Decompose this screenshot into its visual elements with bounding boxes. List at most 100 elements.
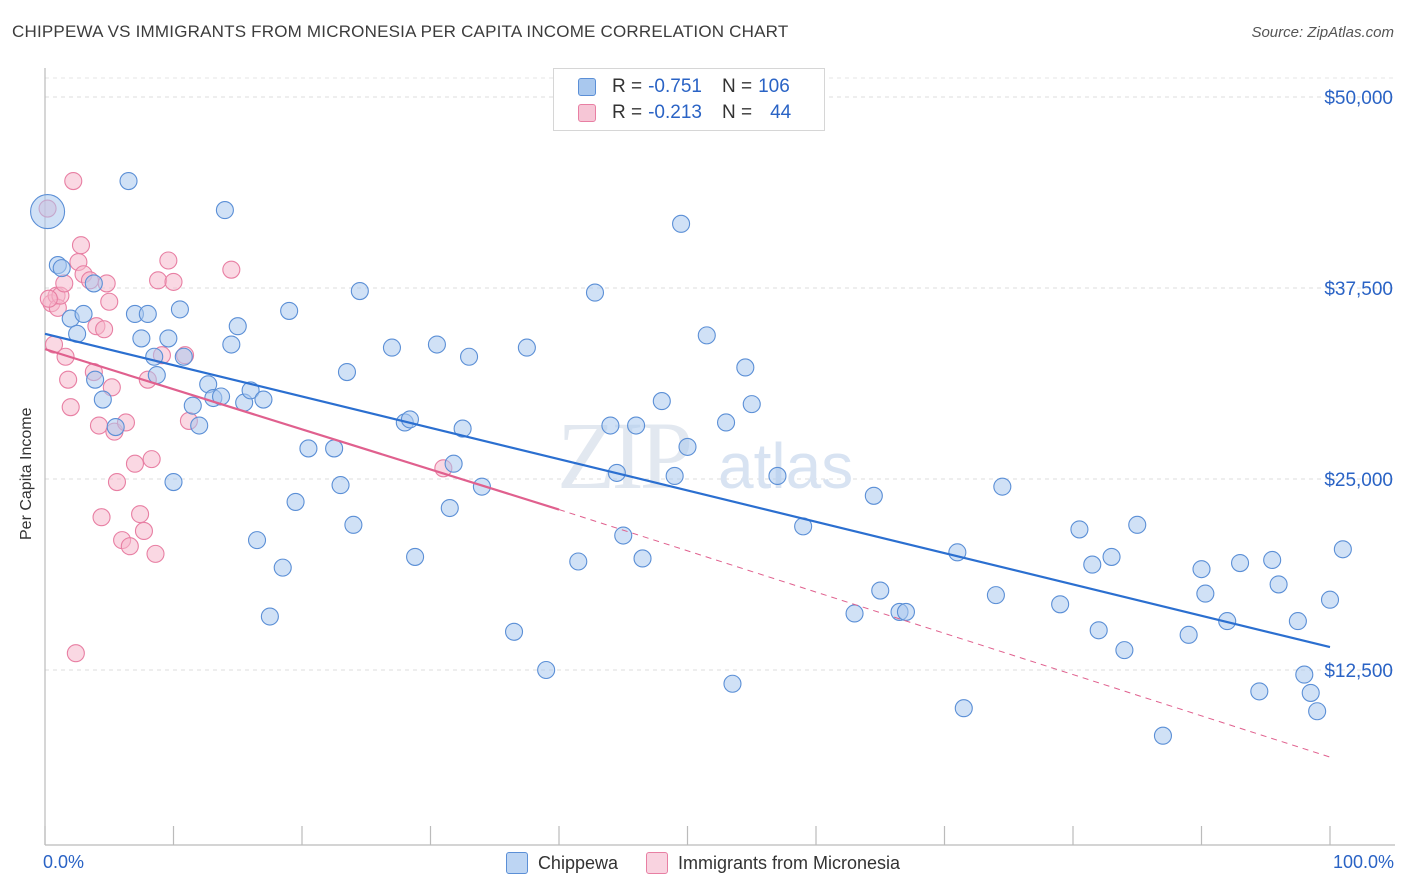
micronesia-point-41 [222, 260, 241, 279]
chippewa-point-50 [459, 347, 479, 366]
chippewa-point-70 [742, 395, 761, 414]
micronesia-point-31 [134, 521, 153, 541]
watermark-atlas: atlas [718, 430, 853, 502]
chippewa-point-88 [1128, 515, 1147, 534]
chippewa-point-92 [1196, 584, 1215, 603]
y-tick-labels: $50,000 $37,500 $25,000 $12,500 [1324, 88, 1393, 682]
chippewa-point-41 [350, 282, 369, 301]
series-chippewa-points [30, 171, 1352, 745]
chippewa-point-45 [406, 547, 425, 566]
chippewa-point-27 [228, 317, 247, 336]
chippewa-point-54 [537, 660, 556, 680]
legend-item-chippewa: Chippewa [505, 852, 618, 874]
chippewa-point-21 [190, 416, 209, 435]
chippewa-point-48 [444, 454, 463, 473]
micronesia-point-22 [100, 292, 119, 311]
legend-swatch-blue [578, 78, 596, 96]
chippewa-point-20 [183, 396, 202, 415]
chippewa-point-30 [247, 531, 267, 550]
chippewa-point-71 [768, 466, 787, 485]
y-tick-label-2: $25,000 [1324, 470, 1393, 491]
micronesia-point-30 [131, 505, 150, 524]
legend-r-value: -0.213 [648, 102, 702, 123]
micronesia-point-25 [107, 473, 127, 492]
chippewa-point-55 [569, 552, 588, 571]
legend-swatch-pink [646, 852, 668, 874]
chippewa-point-38 [331, 476, 350, 495]
chippewa-point-53 [517, 338, 536, 357]
chippewa-point-81 [993, 477, 1012, 496]
chippewa-point-18 [170, 300, 189, 319]
chippewa-point-40 [344, 515, 363, 534]
micronesia-point-10 [64, 171, 83, 191]
chippewa-point-13 [138, 304, 157, 324]
chippewa-point-102 [1320, 590, 1340, 609]
chippewa-point-7 [86, 370, 105, 389]
chippewa-point-82 [1051, 595, 1070, 614]
chippewa-point-91 [1192, 560, 1211, 579]
micronesia-point-7 [56, 347, 75, 366]
chippewa-point-90 [1179, 625, 1198, 644]
chippewa-point-39 [337, 362, 357, 382]
chippewa-point-62 [652, 392, 671, 411]
chippewa-point-103 [1333, 540, 1352, 559]
legend-row-chippewa: R = -0.751 N = 106 [578, 75, 790, 99]
chippewa-point-100 [1301, 683, 1320, 702]
chippewa-point-35 [286, 492, 305, 511]
chippewa-point-47 [440, 498, 459, 518]
micronesia-point-23 [102, 378, 121, 397]
legend-swatch-blue [505, 852, 528, 874]
chippewa-point-33 [273, 558, 292, 577]
chippewa-point-96 [1263, 550, 1282, 570]
chippewa-point-94 [1231, 553, 1250, 573]
chippewa-point-46 [427, 335, 446, 354]
legend-r-label: R = [612, 76, 643, 97]
chippewa-point-19 [174, 347, 193, 366]
chippewa-point-60 [627, 416, 646, 435]
micronesia-point-19 [92, 508, 111, 527]
legend-label-micronesia: Immigrants from Micronesia [678, 852, 901, 873]
series-legend: Chippewa Immigrants from Micronesia [0, 852, 1406, 874]
y-tick-label-3: $12,500 [1324, 661, 1393, 682]
chippewa-point-68 [723, 674, 742, 693]
chippewa-point-10 [119, 171, 138, 191]
legend-n-label: N = [721, 76, 753, 97]
chippewa-point-75 [871, 581, 890, 600]
y-axis-label: Per Capita Income [18, 407, 35, 540]
chippewa-point-32 [260, 607, 279, 626]
micronesia-point-11 [66, 644, 85, 663]
micronesia-point-33 [142, 450, 161, 469]
y-tick-label-0: $50,000 [1324, 88, 1393, 109]
chippewa-point-87 [1115, 641, 1134, 660]
legend-swatch-pink [578, 104, 596, 122]
legend-row-micronesia: R = -0.213 N = 44 [578, 101, 791, 125]
chippewa-point-97 [1269, 575, 1288, 594]
micronesia-point-43 [39, 289, 58, 308]
x-axis-max-label: 100.0% [1332, 852, 1394, 872]
trend-lines [44, 332, 1331, 758]
chippewa-point-25 [215, 201, 234, 220]
chippewa-point-42 [382, 338, 402, 357]
micronesia-trend-line [44, 348, 560, 511]
chippewa-point-63 [665, 466, 684, 485]
chippewa-point-83 [1070, 520, 1089, 539]
chippewa-point-85 [1089, 621, 1108, 640]
chippewa-point-64 [672, 214, 691, 233]
chippewa-point-74 [864, 486, 883, 505]
chippewa-point-61 [633, 549, 652, 568]
chippewa-point-99 [1295, 665, 1314, 684]
chippewa-point-31 [254, 390, 273, 409]
micronesia-point-18 [89, 416, 109, 435]
chippewa-point-34 [280, 301, 299, 320]
micronesia-point-38 [164, 272, 183, 291]
chippewa-point-26 [222, 335, 241, 354]
chippewa-point-67 [716, 413, 736, 432]
legend-item-micronesia: Immigrants from Micronesia [646, 852, 900, 874]
chippewa-point-84 [1083, 555, 1102, 574]
chippewa-point-17 [164, 473, 183, 492]
chippewa-point-57 [601, 416, 620, 435]
grid-lines [45, 77, 1395, 671]
micronesia-point-34 [146, 544, 165, 563]
correlation-legend: R = -0.751 N = 106 R = -0.213 N = 44 [553, 68, 825, 131]
